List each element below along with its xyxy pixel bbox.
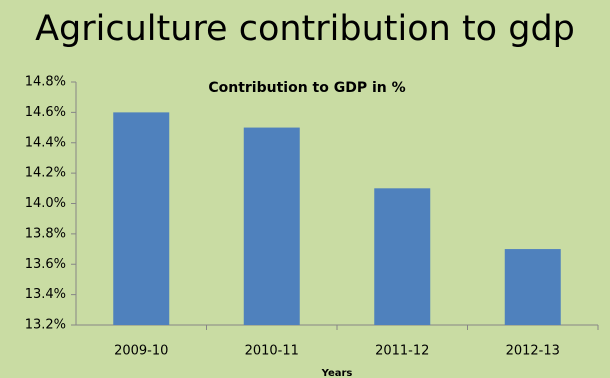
y-tick-label: 13.8% — [25, 226, 66, 241]
y-tick-label: 13.4% — [25, 287, 66, 302]
x-tick-label: 2010-11 — [245, 344, 299, 359]
y-tick-label: 14.0% — [25, 196, 66, 211]
y-tick-label: 13.6% — [25, 257, 66, 272]
bar — [504, 249, 561, 325]
x-axis-label: Years — [321, 368, 353, 378]
y-tick-label: 14.4% — [25, 135, 66, 150]
y-tick-label: 13.2% — [25, 318, 66, 333]
chart-title: Agriculture contribution to gdp — [35, 9, 575, 49]
x-tick-label: 2011-12 — [375, 344, 429, 359]
x-tick-label: 2012-13 — [506, 344, 560, 359]
bar — [113, 112, 170, 325]
y-tick-label: 14.2% — [25, 166, 66, 181]
y-tick-label: 14.6% — [25, 105, 66, 120]
y-tick-label: 14.8% — [25, 75, 66, 90]
bar — [374, 188, 431, 325]
bar — [243, 127, 300, 325]
x-tick-label: 2009-10 — [114, 344, 168, 359]
chart-subtitle: Contribution to GDP in % — [208, 80, 405, 96]
